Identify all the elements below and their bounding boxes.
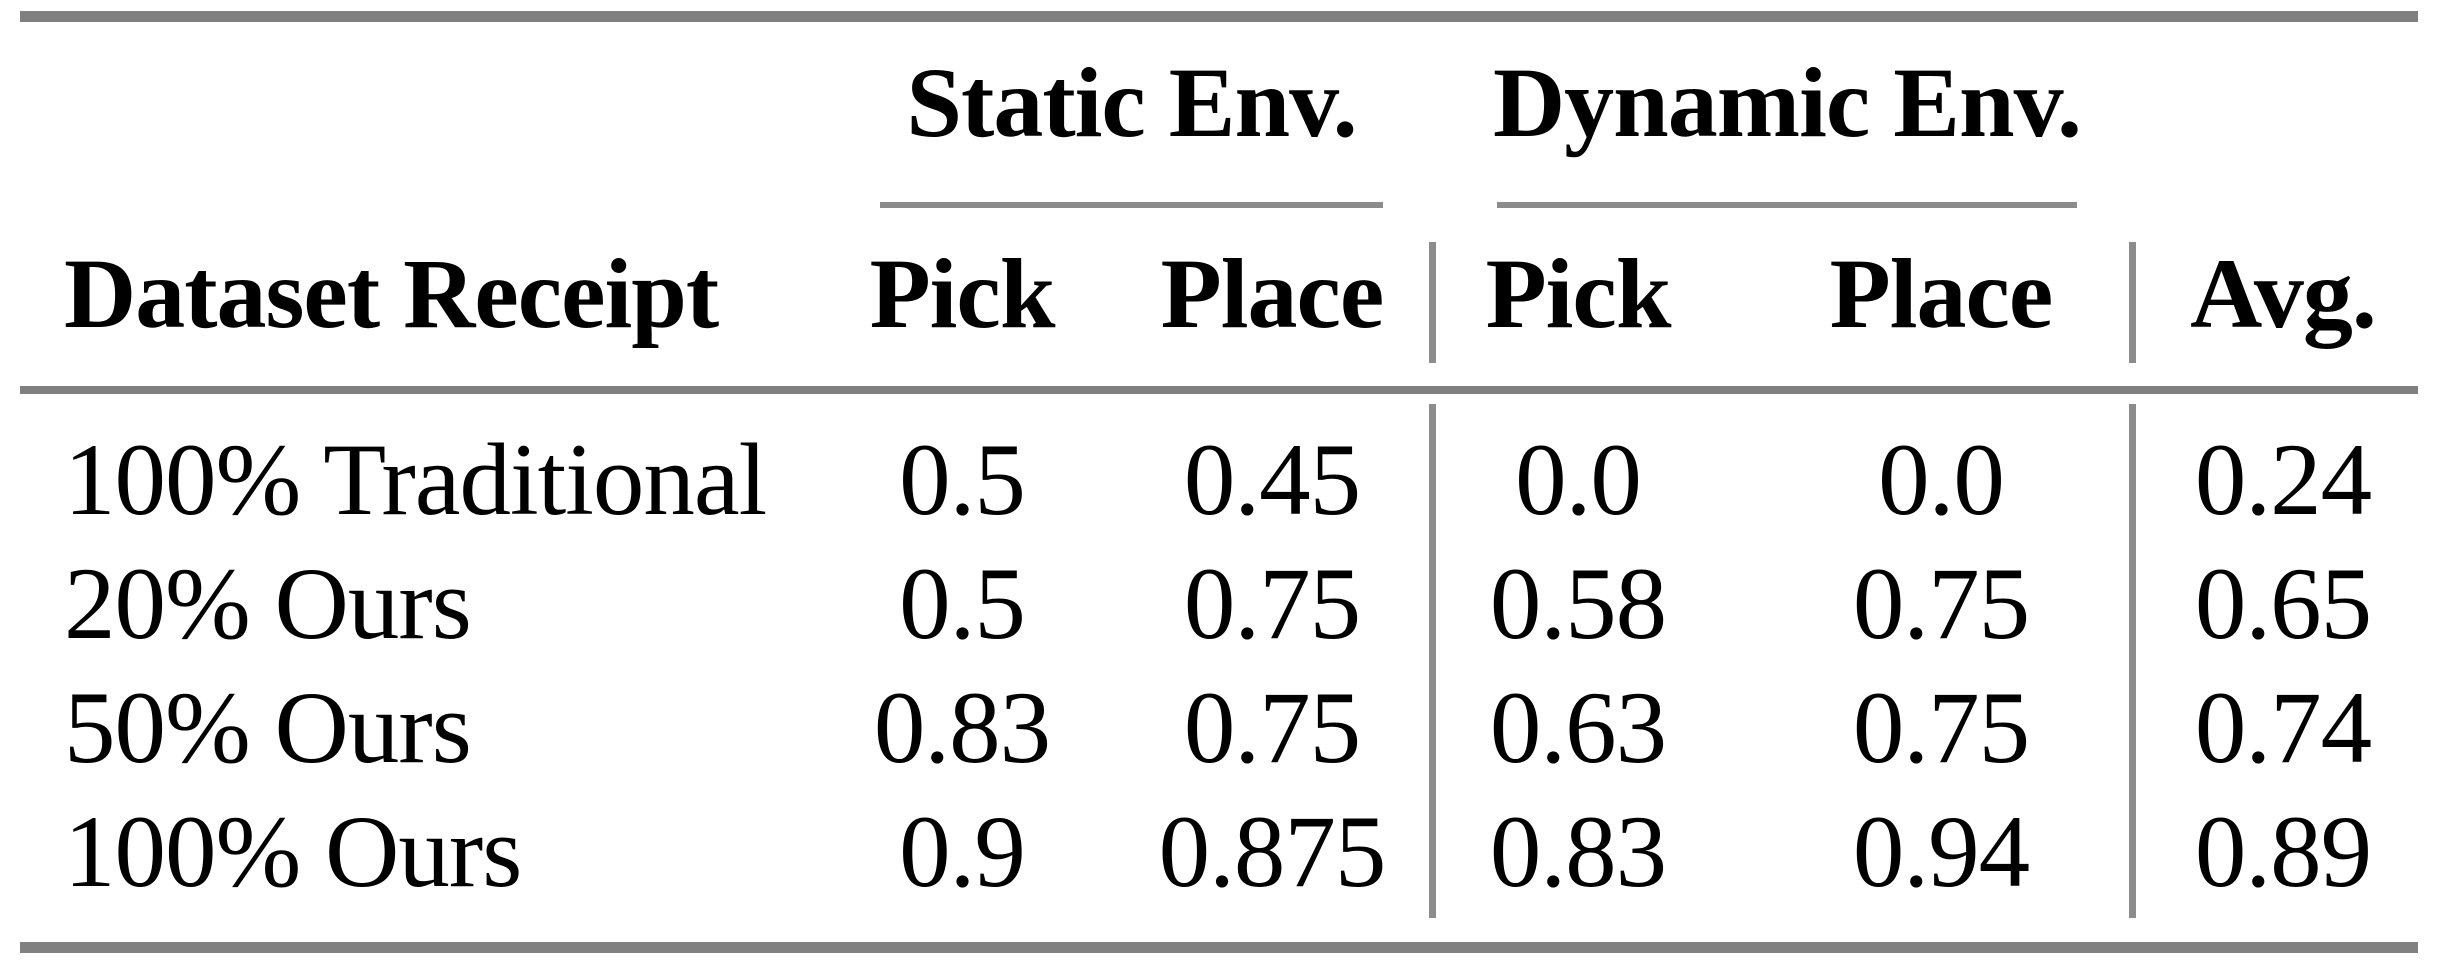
cell-static-pick: 0.9 <box>899 794 1026 909</box>
vertical-separator-1-header <box>1429 242 1436 363</box>
column-group-static-env: Static Env. <box>906 47 1357 158</box>
row-label: 50% Ours <box>64 670 472 785</box>
bottom-rule <box>20 942 2418 953</box>
header-separator-rule <box>20 386 2418 394</box>
cell-avg: 0.24 <box>2194 422 2372 537</box>
cell-avg: 0.65 <box>2194 546 2372 661</box>
cell-avg: 0.89 <box>2194 794 2372 909</box>
cell-dynamic-place: 0.75 <box>1852 670 2030 785</box>
cell-static-place: 0.875 <box>1158 794 1387 909</box>
vertical-separator-2-header <box>2129 242 2136 363</box>
row-label: 100% Ours <box>64 794 522 909</box>
top-rule <box>20 11 2418 22</box>
header-static-place: Place <box>1160 238 1385 349</box>
cell-static-pick: 0.83 <box>873 670 1051 785</box>
cell-static-place: 0.75 <box>1183 546 1361 661</box>
dynamic-env-underline-rule <box>1497 202 2077 208</box>
cell-static-place: 0.75 <box>1183 670 1361 785</box>
vertical-separator-2-body <box>2129 404 2136 918</box>
header-avg: Avg. <box>2190 238 2377 349</box>
header-dynamic-place: Place <box>1829 238 2054 349</box>
cell-dynamic-pick: 0.58 <box>1489 546 1667 661</box>
vertical-separator-1-body <box>1429 404 1436 918</box>
cell-avg: 0.74 <box>2194 670 2372 785</box>
cell-dynamic-place: 0.94 <box>1852 794 2030 909</box>
header-static-pick: Pick <box>869 238 1056 349</box>
cell-dynamic-pick: 0.63 <box>1489 670 1667 785</box>
cell-dynamic-pick: 0.83 <box>1489 794 1667 909</box>
header-dataset-receipt: Dataset Receipt <box>64 238 719 349</box>
row-label: 20% Ours <box>64 546 472 661</box>
header-dynamic-pick: Pick <box>1485 238 1672 349</box>
cell-dynamic-place: 0.0 <box>1878 422 2005 537</box>
cell-dynamic-place: 0.75 <box>1852 546 2030 661</box>
cell-static-pick: 0.5 <box>899 422 1026 537</box>
cell-static-pick: 0.5 <box>899 546 1026 661</box>
row-label: 100% Traditional <box>64 422 767 537</box>
cell-static-place: 0.45 <box>1183 422 1361 537</box>
cell-dynamic-pick: 0.0 <box>1515 422 1642 537</box>
column-group-dynamic-env: Dynamic Env. <box>1492 47 2082 158</box>
static-env-underline-rule <box>880 202 1383 208</box>
